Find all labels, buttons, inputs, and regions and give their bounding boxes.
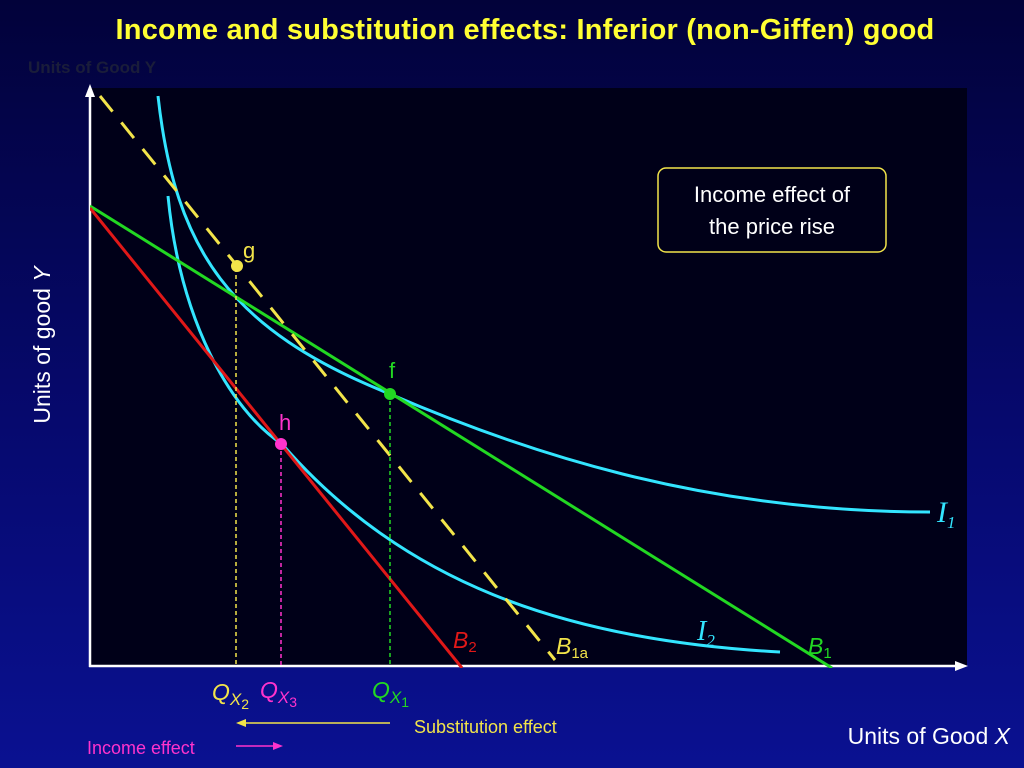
income-arrowhead-icon	[273, 742, 283, 750]
substitution-effect-label: Substitution effect	[414, 717, 557, 737]
budget-label-b1a: B1a	[556, 633, 589, 662]
point-f-label: f	[389, 358, 396, 383]
budget-line-b1	[90, 204, 833, 668]
point-g	[231, 260, 243, 272]
callout-line-2: the price rise	[709, 214, 835, 239]
budget-label-b1: B1	[808, 633, 832, 662]
point-h-label: h	[279, 410, 291, 435]
budget-line-b2	[90, 207, 464, 668]
x-axis-label: Units of Good X	[848, 723, 1012, 749]
quantity-label-qx2: QX2	[212, 679, 249, 712]
ghost-axis-label: Units of Good Y	[28, 58, 157, 77]
x-axis-arrow-icon	[955, 661, 968, 671]
budget-line-b1a	[98, 95, 557, 661]
income-effect-callout	[657, 167, 887, 253]
curve-label-i1: I1	[936, 496, 956, 532]
indifference-curve-i2	[166, 195, 781, 654]
y-axis-label: Units of good Y	[29, 265, 55, 424]
point-h	[275, 438, 287, 450]
callout-line-1: Income effect of	[694, 182, 851, 207]
slide-title: Income and substitution effects: Inferio…	[115, 14, 935, 46]
y-axis-arrow-icon	[85, 84, 95, 97]
income-effect-label: Income effect	[87, 738, 195, 758]
curve-label-i2: I2	[696, 616, 715, 650]
quantity-label-qx3: QX3	[260, 677, 297, 710]
point-g-label: g	[243, 238, 255, 263]
substitution-arrowhead-icon	[236, 719, 246, 727]
quantity-label-qx1: QX1	[372, 677, 409, 710]
point-f	[384, 388, 396, 400]
budget-label-b2: B2	[453, 627, 477, 656]
